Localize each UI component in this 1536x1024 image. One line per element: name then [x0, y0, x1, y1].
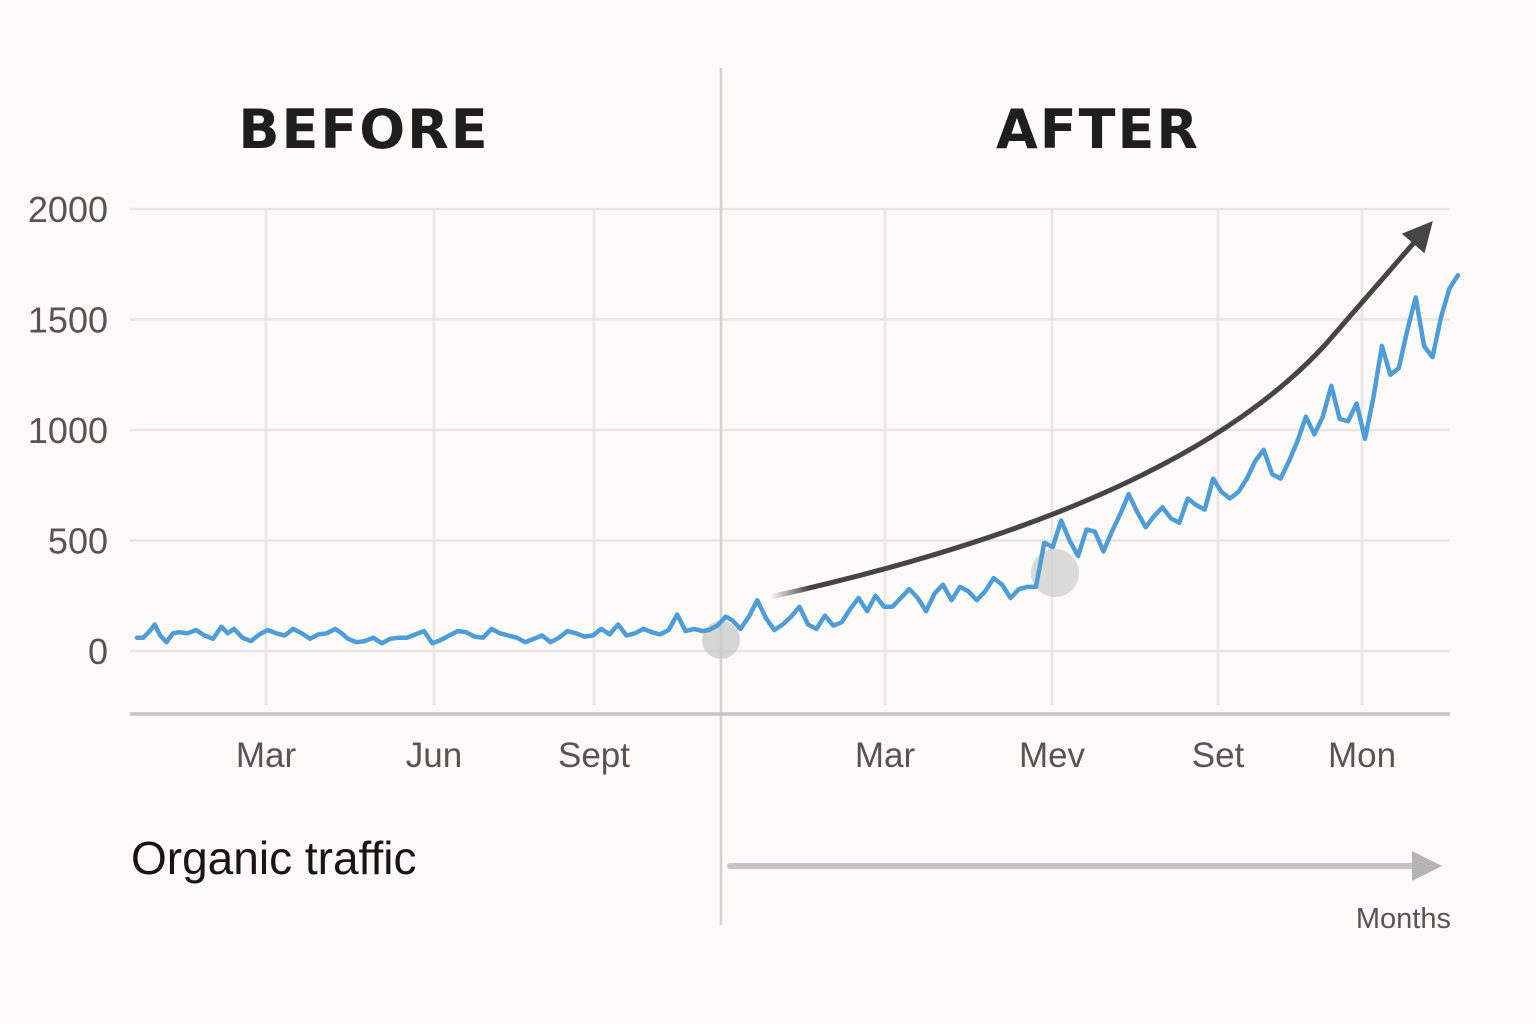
traffic-series-line [134, 273, 1461, 646]
trend-arrow [767, 220, 1433, 600]
series-layer [134, 273, 1461, 646]
y-tick-label: 1500 [28, 300, 108, 341]
x-tick-label: Mar [236, 736, 297, 775]
y-axis-label: Organic traffic [131, 832, 416, 884]
after-panel-title: AFTER [996, 98, 1200, 161]
x-tick-label: Mar [855, 736, 916, 775]
y-axis-ticks: 2000 1500 1000 500 0 [28, 189, 108, 672]
x-tick-label: Mon [1328, 736, 1396, 775]
gridlines [130, 207, 1450, 705]
x-tick-label: Sept [558, 736, 630, 775]
y-tick-label: 1000 [28, 410, 108, 451]
x-tick-label: Mev [1019, 736, 1086, 775]
x-tick-label: Jun [406, 736, 462, 775]
x-axis-ticks: Mar Jun Sept Mar Mev Set Mon [236, 736, 1396, 775]
y-tick-label: 500 [48, 521, 108, 562]
before-panel-title: BEFORE [238, 98, 489, 161]
y-tick-label: 0 [88, 631, 108, 672]
x-tick-label: Set [1192, 736, 1245, 775]
x-axis-label: Months [1356, 903, 1451, 935]
y-tick-label: 2000 [28, 189, 108, 230]
transition-marker [702, 621, 740, 659]
